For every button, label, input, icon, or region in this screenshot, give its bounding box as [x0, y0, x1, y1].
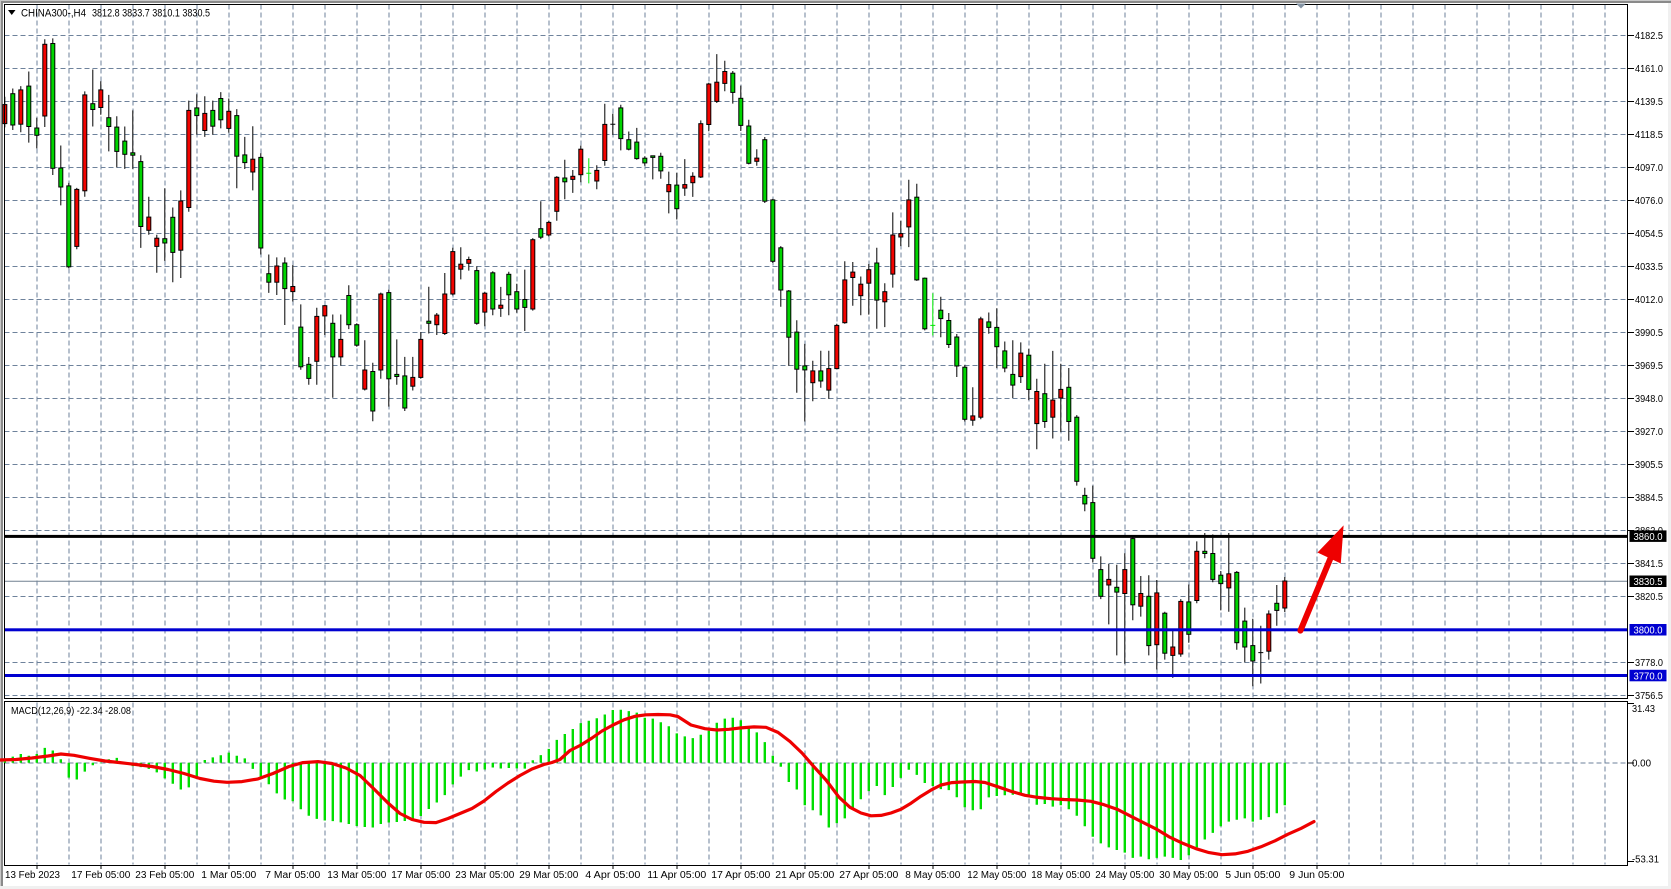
- svg-text:4182.5: 4182.5: [1635, 31, 1663, 42]
- svg-text:4054.5: 4054.5: [1635, 229, 1663, 240]
- svg-text:5 Jun 05:00: 5 Jun 05:00: [1225, 870, 1280, 881]
- svg-text:4033.5: 4033.5: [1635, 262, 1663, 273]
- svg-text:17 Apr 05:00: 17 Apr 05:00: [711, 870, 770, 881]
- svg-text:3860.0: 3860.0: [1634, 532, 1663, 543]
- svg-text:23 Feb 05:00: 23 Feb 05:00: [135, 870, 194, 881]
- svg-text:4012.0: 4012.0: [1635, 295, 1663, 306]
- svg-text:4 Apr 05:00: 4 Apr 05:00: [585, 870, 640, 881]
- svg-text:11 Apr 05:00: 11 Apr 05:00: [647, 870, 706, 881]
- svg-text:4118.5: 4118.5: [1635, 130, 1663, 141]
- svg-text:4139.5: 4139.5: [1635, 97, 1663, 108]
- svg-text:3830.5: 3830.5: [1634, 577, 1663, 588]
- svg-text:3756.5: 3756.5: [1635, 691, 1663, 702]
- svg-text:8 May 05:00: 8 May 05:00: [905, 870, 960, 881]
- svg-text:9 Jun 05:00: 9 Jun 05:00: [1289, 870, 1344, 881]
- svg-text:31.43: 31.43: [1632, 704, 1655, 715]
- svg-text:3969.5: 3969.5: [1635, 361, 1663, 372]
- svg-text:3800.0: 3800.0: [1634, 626, 1663, 637]
- svg-text:3884.5: 3884.5: [1635, 493, 1663, 504]
- svg-text:3990.5: 3990.5: [1635, 328, 1663, 339]
- svg-text:21 Apr 05:00: 21 Apr 05:00: [775, 870, 834, 881]
- svg-text:CHINA300-,H4: CHINA300-,H4: [21, 8, 86, 20]
- svg-text:18 May 05:00: 18 May 05:00: [1031, 870, 1090, 881]
- svg-text:3905.5: 3905.5: [1635, 460, 1663, 471]
- svg-text:1 Mar 05:00: 1 Mar 05:00: [201, 870, 256, 881]
- svg-text:3820.5: 3820.5: [1635, 592, 1663, 603]
- svg-text:-53.31: -53.31: [1632, 855, 1659, 866]
- svg-text:27 Apr 05:00: 27 Apr 05:00: [839, 870, 898, 881]
- svg-text:0.00: 0.00: [1632, 759, 1651, 770]
- svg-text:17 Mar 05:00: 17 Mar 05:00: [391, 870, 450, 881]
- svg-text:17 Feb 05:00: 17 Feb 05:00: [71, 870, 130, 881]
- svg-text:3770.0: 3770.0: [1634, 671, 1663, 682]
- svg-text:7 Mar 05:00: 7 Mar 05:00: [265, 870, 320, 881]
- svg-text:12 May 05:00: 12 May 05:00: [967, 870, 1026, 881]
- svg-text:23 Mar 05:00: 23 Mar 05:00: [455, 870, 514, 881]
- svg-text:3948.0: 3948.0: [1635, 394, 1663, 405]
- svg-text:4161.0: 4161.0: [1635, 64, 1663, 75]
- svg-text:4076.0: 4076.0: [1635, 196, 1663, 207]
- svg-text:3841.5: 3841.5: [1635, 559, 1663, 570]
- svg-text:13 Feb 2023: 13 Feb 2023: [5, 870, 60, 881]
- svg-text:4097.0: 4097.0: [1635, 163, 1663, 174]
- svg-text:29 Mar 05:00: 29 Mar 05:00: [519, 870, 578, 881]
- svg-text:24 May 05:00: 24 May 05:00: [1095, 870, 1154, 881]
- svg-text:30 May 05:00: 30 May 05:00: [1159, 870, 1218, 881]
- svg-text:3927.0: 3927.0: [1635, 427, 1663, 438]
- svg-text:3812.8 3833.7 3810.1 3830.5: 3812.8 3833.7 3810.1 3830.5: [92, 8, 210, 20]
- svg-text:3778.0: 3778.0: [1635, 658, 1663, 669]
- svg-text:13 Mar 05:00: 13 Mar 05:00: [327, 870, 386, 881]
- svg-text:MACD(12,26,9) -22.34 -28.08: MACD(12,26,9) -22.34 -28.08: [11, 706, 131, 717]
